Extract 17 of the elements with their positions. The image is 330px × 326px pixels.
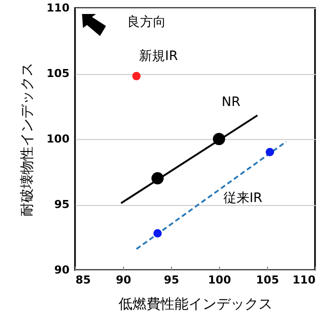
x-tick-label: 95 [164, 274, 180, 286]
y-tick-label: 110 [46, 2, 70, 14]
x-tick-label: 105 [256, 274, 279, 286]
x-axis-title: 低燃費性能インデックス [118, 296, 272, 312]
series-label: 新規IR [139, 49, 178, 64]
y-tick-label: 100 [46, 132, 70, 146]
y-axis-title: 耐破壊物性インデックス [20, 62, 36, 216]
text: 従来IR [223, 191, 262, 206]
x-tick-label: 85 [76, 274, 91, 286]
x-tick-label: 110 [292, 274, 316, 286]
y-tick-label: 95 [54, 198, 70, 211]
x-tick-label: 100 [208, 274, 232, 286]
annotation: 良方向 [127, 14, 166, 30]
y-tick-label: 90 [54, 264, 70, 276]
x-tick-label: 90 [116, 274, 132, 286]
y-tick-label: 105 [46, 67, 70, 80]
series-label: NR [222, 95, 240, 110]
